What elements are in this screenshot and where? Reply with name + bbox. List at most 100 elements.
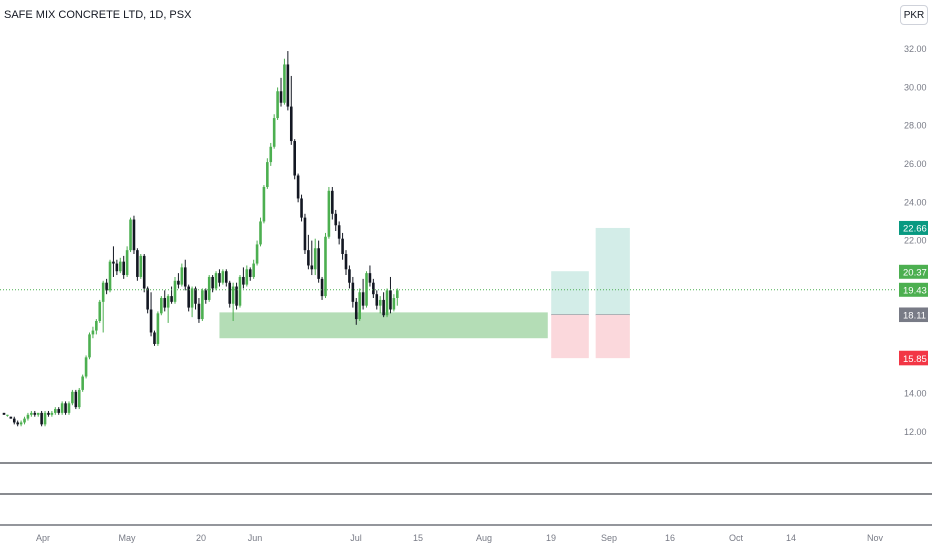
candle (26, 412, 30, 421)
y-tick-label: 24.00 (904, 197, 927, 207)
candle (361, 278, 365, 310)
candle (225, 269, 228, 287)
x-tick-label: Apr (36, 533, 50, 543)
candle (214, 271, 218, 291)
candle (173, 276, 177, 304)
candle (221, 269, 225, 285)
zone-target-right[interactable] (595, 227, 630, 315)
candle (95, 319, 98, 335)
candle (74, 389, 78, 410)
candle (177, 273, 180, 289)
price-badge-target: 22.66 (899, 220, 928, 235)
candle (296, 173, 300, 203)
candle (255, 240, 259, 266)
candle (166, 294, 170, 323)
candle (64, 401, 67, 415)
candle (36, 412, 40, 417)
price-badge-entry: 18.11 (899, 308, 928, 323)
candle (204, 288, 208, 304)
x-tick-label: Jul (350, 533, 362, 543)
candle (300, 194, 303, 222)
currency-button[interactable]: PKR (900, 5, 928, 25)
candle (183, 259, 187, 291)
candle (142, 253, 146, 293)
candle (160, 296, 163, 316)
candle (259, 217, 262, 247)
candle (266, 158, 269, 189)
candle (163, 290, 167, 312)
x-tick-label: Sep (601, 533, 617, 543)
symbol-title: SAFE MIX CONCRETE LTD, 1D, PSX (4, 9, 192, 21)
candle (337, 221, 341, 245)
candle (231, 282, 235, 321)
candle (40, 410, 43, 427)
candle (207, 275, 211, 302)
candle (276, 87, 279, 120)
candle (211, 275, 214, 293)
zone-stop-left[interactable] (551, 314, 589, 359)
candle (307, 234, 310, 270)
candle (272, 114, 276, 149)
price-badge-stop: 15.85 (899, 351, 928, 366)
candle (375, 290, 379, 310)
y-tick-label: 26.00 (904, 159, 927, 169)
candle (327, 186, 331, 239)
candle (108, 259, 112, 293)
candle (348, 265, 351, 289)
candle (43, 410, 47, 427)
candle (91, 326, 95, 339)
candle (351, 276, 355, 308)
candle (57, 407, 61, 415)
candle (153, 330, 156, 346)
y-tick-label: 28.00 (904, 121, 927, 131)
candle (81, 374, 84, 392)
candle (279, 77, 283, 107)
x-tick-label: 15 (413, 533, 423, 543)
candle (71, 389, 74, 406)
price-badge-label: 20.37 (903, 267, 927, 278)
candle (60, 401, 64, 415)
x-tick-label: Nov (867, 533, 884, 543)
candle (341, 232, 344, 260)
y-tick-label: 30.00 (904, 82, 927, 92)
candle (313, 238, 317, 276)
candle (47, 410, 50, 417)
candle (252, 259, 255, 279)
x-tick-label: 16 (665, 533, 675, 543)
y-axis: 12.00 14.00 22.00 24.00 26.00 28.00 30.00 32.00 (904, 44, 927, 437)
candle (98, 299, 102, 323)
candle (286, 51, 290, 111)
candle (190, 286, 194, 318)
x-tick-label: May (118, 533, 136, 543)
candles-layer (2, 51, 399, 427)
candle (170, 286, 173, 304)
candle (320, 276, 324, 300)
candle (125, 246, 129, 277)
y-tick-label: 12.00 (904, 427, 927, 437)
y-tick-label: 32.00 (904, 44, 927, 54)
candle (12, 416, 16, 425)
candle (382, 292, 385, 318)
candle (289, 75, 293, 145)
candle (115, 259, 119, 276)
candle (84, 355, 88, 379)
x-tick-label: 20 (196, 533, 206, 543)
candle (77, 387, 81, 410)
candle (101, 280, 105, 333)
candle (201, 288, 204, 321)
candle (331, 186, 334, 220)
candle (228, 280, 232, 308)
y-tick-label: 14.00 (904, 389, 927, 399)
zone-target-left[interactable] (551, 271, 589, 315)
zone-stop-right[interactable] (595, 314, 630, 359)
y-tick-label: 22.00 (904, 236, 927, 246)
x-tick-label: 14 (786, 533, 796, 543)
candle (378, 296, 382, 314)
x-tick-label: 19 (546, 533, 556, 543)
x-tick-label: Jun (248, 533, 263, 543)
candle (392, 294, 396, 312)
candle (180, 263, 184, 287)
candle (156, 311, 160, 346)
